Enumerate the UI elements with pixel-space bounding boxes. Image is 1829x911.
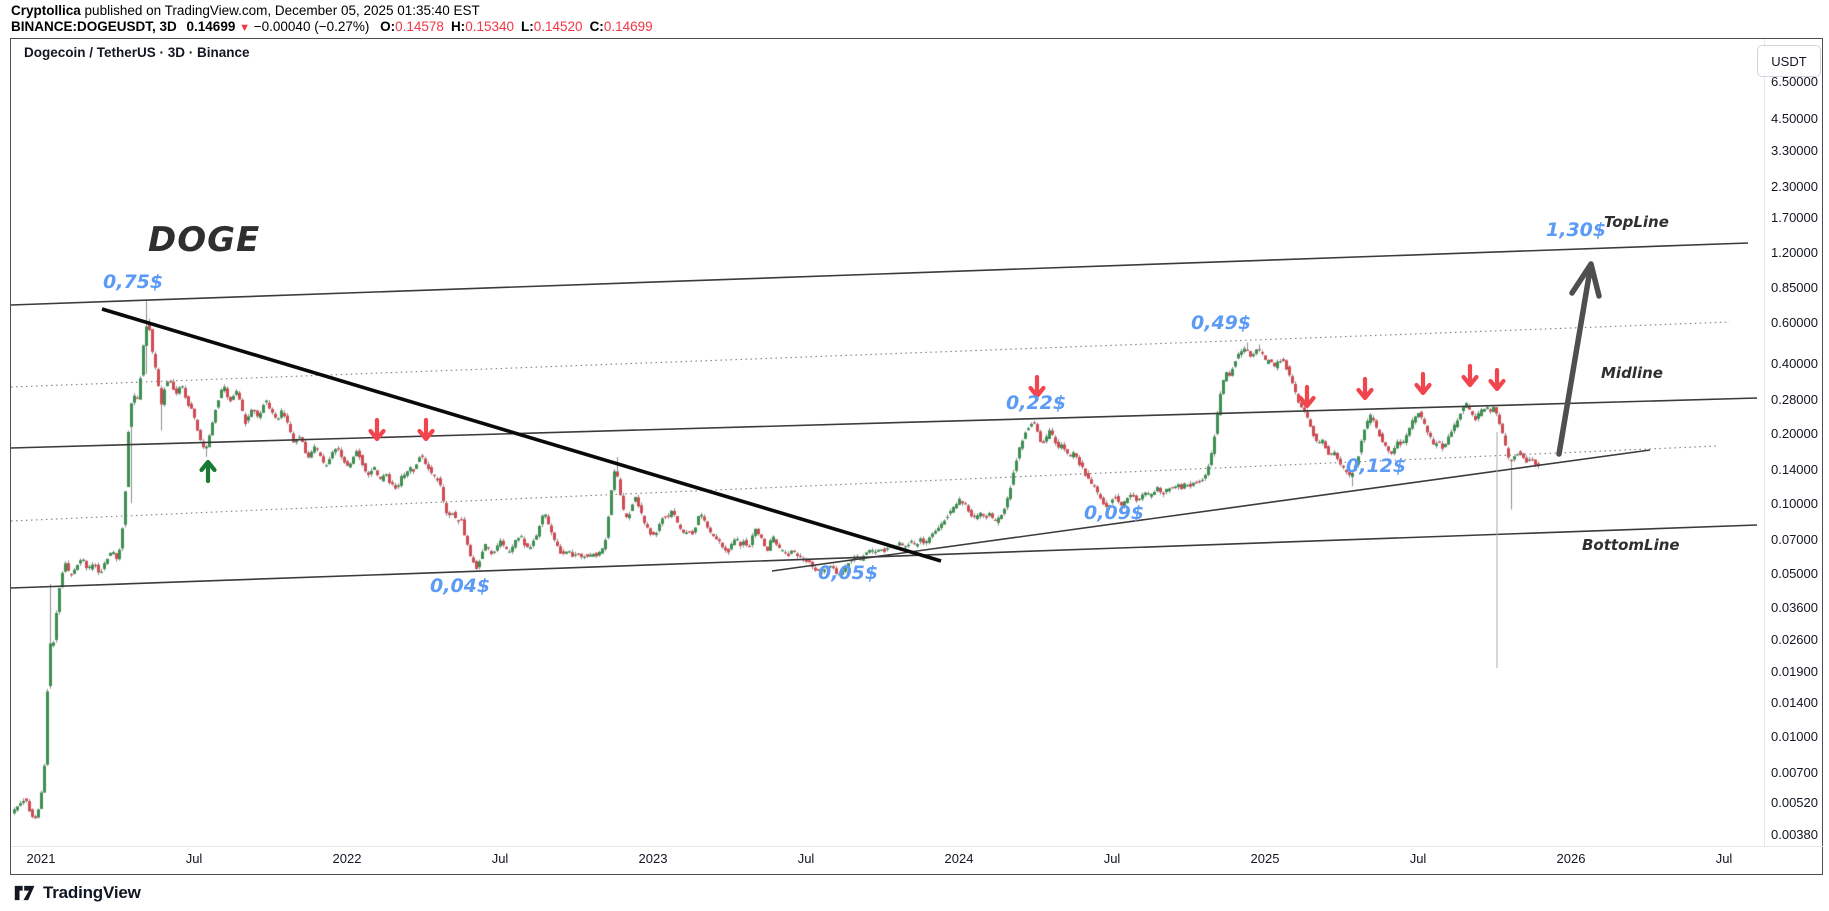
brand-name: TradingView: [43, 883, 141, 902]
price-tick-label: 1.70000: [1771, 209, 1818, 225]
price-tick-label: 4.50000: [1771, 111, 1818, 127]
price-tick-label: 0.85000: [1771, 279, 1818, 295]
price-annotation[interactable]: 0,05$: [818, 562, 879, 584]
chart-legend-title[interactable]: Dogecoin / TetherUS · 3D · Binance: [24, 45, 250, 60]
price-annotation[interactable]: 0,22$: [1006, 392, 1067, 414]
tradingview-mark-icon: [14, 885, 35, 901]
trendline-label[interactable]: Midline: [1601, 364, 1663, 382]
price-annotation[interactable]: 0,09$: [1084, 502, 1145, 524]
time-tick-label: Jul: [797, 851, 815, 866]
time-tick-label: 2022: [332, 851, 362, 866]
price-tick-label: 0.03600: [1771, 599, 1818, 615]
time-tick-label: 2024: [944, 851, 974, 866]
time-tick-label: Jul: [185, 851, 203, 866]
price-tick-label: 2.30000: [1771, 179, 1818, 195]
price-annotation[interactable]: 1,30$: [1546, 219, 1607, 241]
time-tick-label: Jul: [1409, 851, 1427, 866]
price-tick-label: 3.30000: [1771, 142, 1818, 158]
price-tick-label: 0.00520: [1771, 795, 1818, 811]
time-tick-label: Jul: [1715, 851, 1733, 866]
price-tick-label: 0.00380: [1771, 827, 1818, 842]
price-tick-label: 0.01900: [1771, 664, 1818, 680]
trendline-label[interactable]: BottomLine: [1582, 536, 1680, 554]
price-tick-label: 0.07000: [1771, 532, 1818, 548]
price-tick-label: 0.60000: [1771, 314, 1818, 330]
price-annotation[interactable]: 0,04$: [430, 575, 491, 597]
price-tick-label: 0.20000: [1771, 426, 1818, 442]
tradingview-logo[interactable]: TradingView: [14, 883, 141, 903]
trendline-label[interactable]: TopLine: [1604, 213, 1669, 231]
price-tick-label: 0.00700: [1771, 765, 1818, 781]
price-tick-label: 0.01400: [1771, 695, 1818, 711]
time-tick-label: 2023: [638, 851, 668, 866]
price-tick-label: 0.28000: [1771, 392, 1818, 408]
price-tick-label: 0.05000: [1771, 566, 1818, 582]
price-annotation[interactable]: 0,75$: [103, 271, 164, 293]
price-tick-label: 1.20000: [1771, 244, 1818, 260]
time-tick-label: Jul: [1103, 851, 1121, 866]
price-tick-label: 0.14000: [1771, 462, 1818, 478]
ticker-annotation[interactable]: DOGE: [148, 220, 261, 260]
price-tick-label: 0.10000: [1771, 496, 1818, 512]
price-tick-label: 6.50000: [1771, 73, 1818, 89]
price-tick-label: 0.01000: [1771, 729, 1818, 745]
time-tick-label: 2026: [1556, 851, 1586, 866]
time-tick-label: 2021: [26, 851, 56, 866]
currency-toggle-button[interactable]: USDT: [1757, 45, 1821, 77]
price-annotation[interactable]: 0,49$: [1191, 312, 1252, 334]
price-tick-label: 0.40000: [1771, 355, 1818, 371]
price-tick-label: 0.02600: [1771, 632, 1818, 648]
price-annotation[interactable]: 0,12$: [1346, 455, 1407, 477]
time-tick-label: 2025: [1250, 851, 1280, 866]
time-tick-label: Jul: [491, 851, 509, 866]
